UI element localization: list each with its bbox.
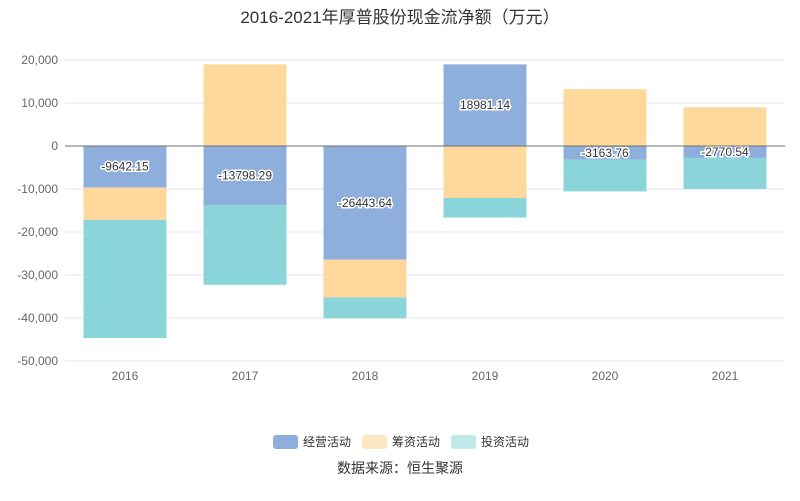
bar-2019-series-0 — [443, 64, 527, 146]
y-tick-label: -30,000 — [17, 268, 58, 282]
data-label: -13798.29 — [218, 169, 272, 183]
bar-2016-series-0 — [83, 146, 167, 188]
legend-label-0[interactable]: 经营活动 — [303, 435, 351, 449]
bar-2016-series-2 — [83, 219, 167, 339]
legend-swatch-0[interactable] — [273, 435, 298, 449]
bar-2017-series-0 — [203, 146, 287, 206]
y-tick-label: 0 — [51, 139, 58, 153]
legend-swatch-1[interactable] — [362, 435, 387, 449]
data-label: -9642.15 — [101, 160, 149, 174]
data-label: -3163.76 — [581, 146, 629, 160]
chart-title: 2016-2021年厚普股份现金流净额（万元） — [240, 8, 560, 27]
data-label: -26443.64 — [338, 196, 392, 210]
y-tick-label: -40,000 — [17, 311, 58, 325]
bar-2020-series-0 — [563, 146, 647, 160]
data-source: 数据来源：恒生聚源 — [337, 460, 463, 476]
x-tick-label: 2016 — [112, 369, 139, 383]
bar-2017-series-2 — [203, 205, 287, 285]
bar-2016-series-1 — [83, 187, 167, 220]
x-tick-label: 2018 — [352, 369, 379, 383]
legend-swatch-2[interactable] — [451, 435, 476, 449]
bar-2020-series-2 — [563, 159, 647, 192]
bar-2019-series-2 — [443, 198, 527, 218]
legend-label-1[interactable]: 筹资活动 — [392, 435, 440, 449]
y-tick-label: 20,000 — [21, 53, 58, 67]
data-label: 18981.14 — [460, 98, 510, 112]
bar-2018-series-0 — [323, 146, 407, 260]
bar-2020-series-1 — [563, 89, 647, 146]
y-tick-label: -50,000 — [17, 354, 58, 368]
x-tick-label: 2017 — [232, 369, 259, 383]
bar-2021-series-0 — [683, 146, 767, 158]
x-tick-label: 2021 — [712, 369, 739, 383]
y-tick-label: -20,000 — [17, 225, 58, 239]
y-tick-label: -10,000 — [17, 182, 58, 196]
bar-2018-series-1 — [323, 259, 407, 298]
bar-2021-series-2 — [683, 157, 767, 190]
x-tick-label: 2019 — [472, 369, 499, 383]
bar-2021-series-1 — [683, 107, 767, 146]
bar-2019-series-1 — [443, 146, 527, 199]
legend-label-2[interactable]: 投资活动 — [481, 434, 529, 449]
bar-2018-series-2 — [323, 297, 407, 319]
bar-2017-series-1 — [203, 64, 287, 146]
y-tick-label: 10,000 — [21, 96, 58, 110]
x-tick-label: 2020 — [592, 369, 619, 383]
data-label: -2770.54 — [701, 145, 749, 159]
